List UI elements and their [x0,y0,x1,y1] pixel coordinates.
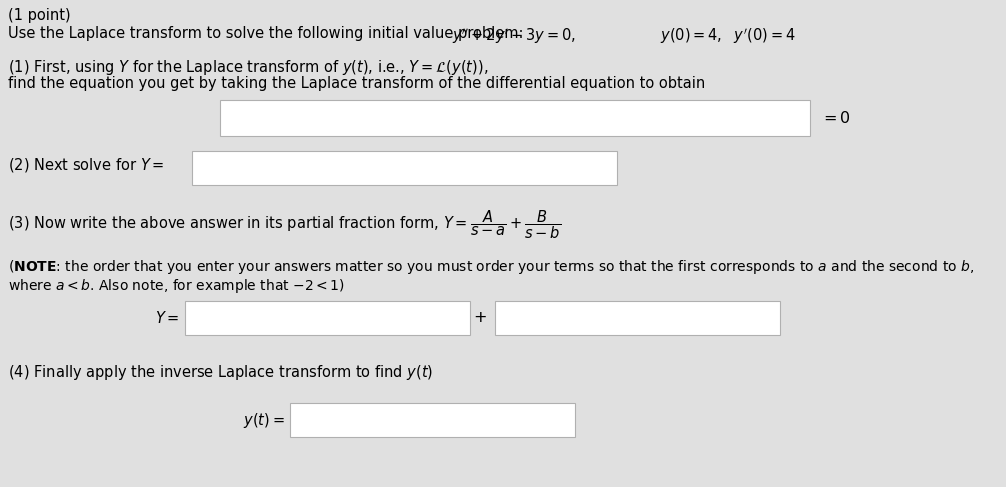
Text: Use the Laplace transform to solve the following initial value problem:: Use the Laplace transform to solve the f… [8,26,528,41]
Text: $y'' + 2y' - 3y = 0,$: $y'' + 2y' - 3y = 0,$ [452,26,576,46]
FancyBboxPatch shape [220,100,810,136]
Text: (1) First, using $Y$ for the Laplace transform of $y(t)$, i.e., $Y = \mathcal{L}: (1) First, using $Y$ for the Laplace tra… [8,58,488,77]
Text: find the equation you get by taking the Laplace transform of the differential eq: find the equation you get by taking the … [8,76,705,91]
Text: ($\mathbf{NOTE}$: the order that you enter your answers matter so you must order: ($\mathbf{NOTE}$: the order that you ent… [8,258,974,276]
Text: (1 point): (1 point) [8,8,70,23]
Text: $y(0) = 4,\ \ y'(0) = 4$: $y(0) = 4,\ \ y'(0) = 4$ [660,26,796,46]
Text: $Y =$: $Y =$ [155,310,179,326]
FancyBboxPatch shape [185,301,470,335]
Text: $= 0$: $= 0$ [820,110,851,126]
Text: (2) Next solve for $Y =$: (2) Next solve for $Y =$ [8,156,164,174]
Text: $y(t) =$: $y(t) =$ [243,411,285,430]
Text: where $a < b$. Also note, for example that $-2 < 1$): where $a < b$. Also note, for example th… [8,277,345,295]
FancyBboxPatch shape [495,301,780,335]
Text: $+$: $+$ [473,311,487,325]
Text: (4) Finally apply the inverse Laplace transform to find $y(t)$: (4) Finally apply the inverse Laplace tr… [8,363,434,382]
FancyBboxPatch shape [192,151,617,185]
FancyBboxPatch shape [290,403,575,437]
Text: (3) Now write the above answer in its partial fraction form, $Y = \dfrac{A}{s-a}: (3) Now write the above answer in its pa… [8,208,561,241]
